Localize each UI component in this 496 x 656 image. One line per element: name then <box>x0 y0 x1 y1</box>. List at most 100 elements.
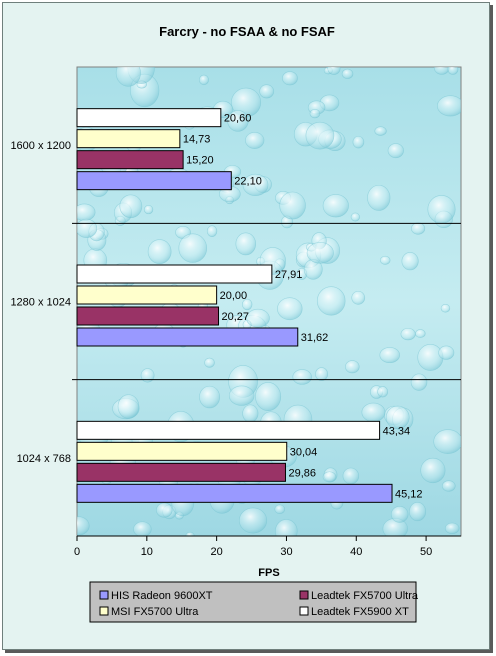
water-drop <box>77 218 98 238</box>
water-drop <box>185 531 195 536</box>
water-drop <box>441 480 456 492</box>
water-drop <box>322 471 337 483</box>
water-drop <box>199 385 221 409</box>
x-axis: 0 10 20 30 40 50 <box>74 535 461 558</box>
bar-leadtek-fx5700-ultra <box>76 306 220 326</box>
water-drop <box>259 84 275 99</box>
x-tick-label: 20 <box>211 546 223 558</box>
x-tick-label: 0 <box>74 546 80 558</box>
water-drop <box>387 143 404 159</box>
water-drop <box>417 344 444 371</box>
bar-series <box>76 108 393 503</box>
legend-label: Leadtek FX5700 Ultra <box>311 590 419 602</box>
water-drop <box>437 95 461 117</box>
data-label: 20,00 <box>220 290 248 302</box>
water-drop <box>198 74 209 86</box>
water-drop <box>235 232 257 256</box>
bar-leadtek-fx5700-ultra <box>76 462 286 482</box>
water-drop <box>420 457 446 484</box>
x-tick-label: 50 <box>420 546 432 558</box>
water-drop <box>447 67 459 75</box>
water-drop <box>361 402 386 423</box>
water-drop <box>444 522 460 534</box>
water-drop <box>255 382 282 412</box>
water-drop <box>178 233 208 263</box>
water-drop <box>377 386 389 398</box>
water-drop <box>401 252 419 271</box>
water-drop <box>305 121 335 150</box>
water-drop <box>117 394 140 419</box>
water-drop <box>427 195 456 224</box>
water-drop <box>433 429 461 454</box>
data-label: 45,12 <box>395 488 423 500</box>
bar-msi-fx5700-ultra <box>76 129 181 149</box>
water-drop <box>242 298 253 311</box>
bar-leadtek-fx5900-xt <box>76 420 381 440</box>
bar-msi-fx5700-ultra <box>76 441 288 461</box>
water-drop <box>140 368 155 383</box>
legend-label: MSI FX5700 Ultra <box>111 606 199 618</box>
water-drop <box>115 67 141 87</box>
data-label: 14,73 <box>183 134 211 146</box>
water-drop <box>315 367 329 381</box>
water-drop <box>390 506 409 523</box>
data-label: 20,60 <box>224 113 252 125</box>
water-drop <box>206 225 218 237</box>
water-drop <box>156 502 173 518</box>
bar-leadtek-fx5900-xt <box>76 264 273 284</box>
water-drop <box>316 286 346 316</box>
bar-his-radeon-9600xt <box>76 327 299 347</box>
legend-label: Leadtek FX5900 XT <box>311 606 409 618</box>
water-drop <box>143 205 154 215</box>
x-axis-title: FPS <box>258 567 279 579</box>
water-drop <box>133 521 152 536</box>
water-drop <box>350 212 360 222</box>
legend-swatch <box>299 590 309 600</box>
water-drop <box>411 222 426 235</box>
data-label: 20,27 <box>222 311 250 323</box>
x-tick-label: 40 <box>350 546 362 558</box>
legend-label: HIS Radeon 9600XT <box>111 590 213 602</box>
legend-swatch <box>99 590 109 600</box>
water-drop <box>238 507 268 534</box>
water-drop <box>274 504 286 515</box>
water-drop <box>409 502 427 522</box>
water-drop <box>352 135 365 149</box>
water-drop <box>228 385 255 406</box>
category-label: 1280 x 1024 <box>10 297 71 309</box>
category-label: 1600 x 1200 <box>10 140 71 152</box>
water-drop <box>351 290 366 305</box>
data-label: 43,34 <box>383 425 411 437</box>
water-drop <box>282 71 298 86</box>
water-drop <box>245 131 265 149</box>
data-label: 22,10 <box>234 176 262 188</box>
data-label: 31,62 <box>301 332 329 344</box>
water-drop <box>385 405 410 430</box>
water-drop <box>242 173 269 196</box>
water-drop <box>279 191 306 220</box>
bar-leadtek-fx5900-xt <box>76 108 222 128</box>
water-drop <box>227 110 249 132</box>
water-drop <box>242 404 259 423</box>
water-drop <box>434 67 450 75</box>
chart-title: Farcry - no FSAA & no FSAF <box>159 24 335 39</box>
data-label: 27,91 <box>275 269 303 281</box>
x-tick-label: 10 <box>141 546 153 558</box>
data-label: 15,20 <box>186 155 214 167</box>
water-drop <box>367 184 391 211</box>
chart-frame: Farcry - no FSAA & no FSAF 20,60 14,73 15,… <box>2 2 490 650</box>
water-drop <box>246 308 270 328</box>
water-drop <box>277 297 303 321</box>
water-drop <box>306 242 334 264</box>
water-drop <box>345 360 360 374</box>
water-drop <box>379 255 391 265</box>
water-drop <box>77 516 90 536</box>
water-drop <box>292 369 312 385</box>
water-drop <box>440 304 451 313</box>
legend-swatch <box>99 606 109 616</box>
bar-his-radeon-9600xt <box>76 483 393 503</box>
bar-his-radeon-9600xt <box>76 171 232 191</box>
water-drop <box>327 67 341 75</box>
water-drop <box>309 109 321 119</box>
water-drop <box>410 373 428 391</box>
